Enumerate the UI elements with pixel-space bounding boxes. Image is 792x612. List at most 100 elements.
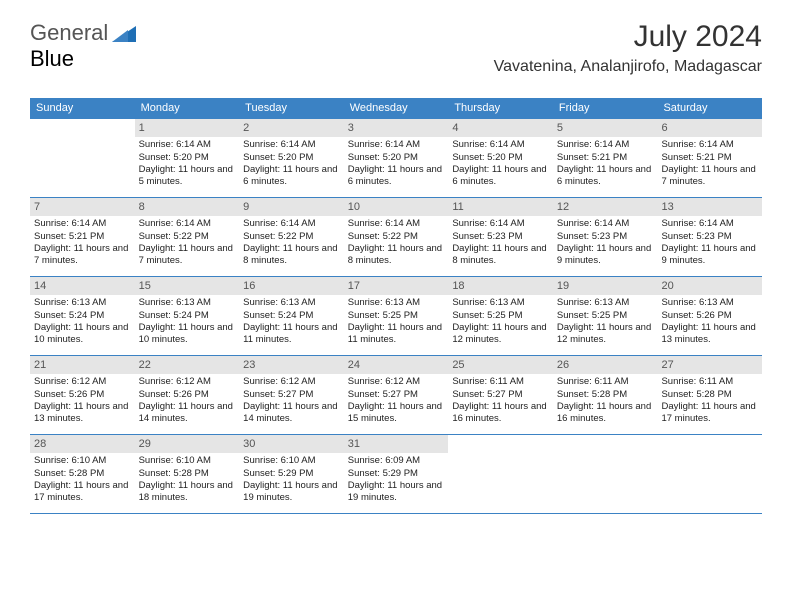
day-cell: 17Sunrise: 6:13 AMSunset: 5:25 PMDayligh… xyxy=(344,277,449,355)
daylight-line: Daylight: 11 hours and 7 minutes. xyxy=(34,243,131,268)
daylight-line: Daylight: 11 hours and 6 minutes. xyxy=(243,164,340,189)
day-of-week-header: SundayMondayTuesdayWednesdayThursdayFrid… xyxy=(30,98,762,118)
day-number: 29 xyxy=(135,435,240,453)
sunset-line: Sunset: 5:21 PM xyxy=(34,231,131,243)
day-cell: 23Sunrise: 6:12 AMSunset: 5:27 PMDayligh… xyxy=(239,356,344,434)
daylight-line: Daylight: 11 hours and 17 minutes. xyxy=(661,401,758,426)
day-number: 11 xyxy=(448,198,553,216)
calendar: SundayMondayTuesdayWednesdayThursdayFrid… xyxy=(30,98,762,514)
daylight-line: Daylight: 11 hours and 19 minutes. xyxy=(348,480,445,505)
day-number: 8 xyxy=(135,198,240,216)
week-row: 14Sunrise: 6:13 AMSunset: 5:24 PMDayligh… xyxy=(30,276,762,355)
day-cell: 27Sunrise: 6:11 AMSunset: 5:28 PMDayligh… xyxy=(657,356,762,434)
week-row: 21Sunrise: 6:12 AMSunset: 5:26 PMDayligh… xyxy=(30,355,762,434)
day-cell: 4Sunrise: 6:14 AMSunset: 5:20 PMDaylight… xyxy=(448,119,553,197)
daylight-line: Daylight: 11 hours and 16 minutes. xyxy=(557,401,654,426)
daylight-line: Daylight: 11 hours and 8 minutes. xyxy=(243,243,340,268)
sunset-line: Sunset: 5:20 PM xyxy=(139,152,236,164)
day-cell: 6Sunrise: 6:14 AMSunset: 5:21 PMDaylight… xyxy=(657,119,762,197)
sunset-line: Sunset: 5:24 PM xyxy=(34,310,131,322)
daylight-line: Daylight: 11 hours and 10 minutes. xyxy=(34,322,131,347)
day-cell: 11Sunrise: 6:14 AMSunset: 5:23 PMDayligh… xyxy=(448,198,553,276)
dow-cell: Monday xyxy=(135,98,240,118)
day-number: 26 xyxy=(553,356,658,374)
day-cell: 19Sunrise: 6:13 AMSunset: 5:25 PMDayligh… xyxy=(553,277,658,355)
day-cell: 8Sunrise: 6:14 AMSunset: 5:22 PMDaylight… xyxy=(135,198,240,276)
daylight-line: Daylight: 11 hours and 7 minutes. xyxy=(661,164,758,189)
daylight-line: Daylight: 11 hours and 8 minutes. xyxy=(348,243,445,268)
sunrise-line: Sunrise: 6:12 AM xyxy=(139,376,236,388)
location: Vavatenina, Analanjirofo, Madagascar xyxy=(494,58,762,76)
sunset-line: Sunset: 5:21 PM xyxy=(557,152,654,164)
sunrise-line: Sunrise: 6:11 AM xyxy=(452,376,549,388)
daylight-line: Daylight: 11 hours and 12 minutes. xyxy=(452,322,549,347)
day-number: 2 xyxy=(239,119,344,137)
day-number: 16 xyxy=(239,277,344,295)
daylight-line: Daylight: 11 hours and 7 minutes. xyxy=(139,243,236,268)
sunrise-line: Sunrise: 6:12 AM xyxy=(243,376,340,388)
sunrise-line: Sunrise: 6:12 AM xyxy=(348,376,445,388)
sunrise-line: Sunrise: 6:14 AM xyxy=(243,218,340,230)
sunset-line: Sunset: 5:20 PM xyxy=(243,152,340,164)
day-cell: 15Sunrise: 6:13 AMSunset: 5:24 PMDayligh… xyxy=(135,277,240,355)
dow-cell: Sunday xyxy=(30,98,135,118)
day-cell: 10Sunrise: 6:14 AMSunset: 5:22 PMDayligh… xyxy=(344,198,449,276)
day-number: 14 xyxy=(30,277,135,295)
sunset-line: Sunset: 5:27 PM xyxy=(348,389,445,401)
logo-word-2: Blue xyxy=(30,46,74,71)
daylight-line: Daylight: 11 hours and 13 minutes. xyxy=(34,401,131,426)
day-number: 21 xyxy=(30,356,135,374)
sunset-line: Sunset: 5:23 PM xyxy=(452,231,549,243)
logo-word-2-wrap: Blue xyxy=(30,46,74,72)
week-row: 7Sunrise: 6:14 AMSunset: 5:21 PMDaylight… xyxy=(30,197,762,276)
day-cell: 20Sunrise: 6:13 AMSunset: 5:26 PMDayligh… xyxy=(657,277,762,355)
sunrise-line: Sunrise: 6:14 AM xyxy=(661,139,758,151)
day-cell: 3Sunrise: 6:14 AMSunset: 5:20 PMDaylight… xyxy=(344,119,449,197)
daylight-line: Daylight: 11 hours and 5 minutes. xyxy=(139,164,236,189)
sunrise-line: Sunrise: 6:12 AM xyxy=(34,376,131,388)
sunset-line: Sunset: 5:22 PM xyxy=(348,231,445,243)
daylight-line: Daylight: 11 hours and 16 minutes. xyxy=(452,401,549,426)
day-number: 9 xyxy=(239,198,344,216)
sunset-line: Sunset: 5:27 PM xyxy=(243,389,340,401)
logo-word-1: General xyxy=(30,20,108,46)
sunrise-line: Sunrise: 6:13 AM xyxy=(452,297,549,309)
day-number: 27 xyxy=(657,356,762,374)
daylight-line: Daylight: 11 hours and 6 minutes. xyxy=(348,164,445,189)
day-cell xyxy=(30,119,135,197)
day-number: 30 xyxy=(239,435,344,453)
day-cell: 29Sunrise: 6:10 AMSunset: 5:28 PMDayligh… xyxy=(135,435,240,513)
day-cell: 7Sunrise: 6:14 AMSunset: 5:21 PMDaylight… xyxy=(30,198,135,276)
day-cell: 18Sunrise: 6:13 AMSunset: 5:25 PMDayligh… xyxy=(448,277,553,355)
title-block: July 2024 Vavatenina, Analanjirofo, Mada… xyxy=(494,20,762,76)
sunrise-line: Sunrise: 6:14 AM xyxy=(139,139,236,151)
sunset-line: Sunset: 5:24 PM xyxy=(139,310,236,322)
sunset-line: Sunset: 5:25 PM xyxy=(348,310,445,322)
day-cell: 9Sunrise: 6:14 AMSunset: 5:22 PMDaylight… xyxy=(239,198,344,276)
day-cell: 2Sunrise: 6:14 AMSunset: 5:20 PMDaylight… xyxy=(239,119,344,197)
sunset-line: Sunset: 5:23 PM xyxy=(557,231,654,243)
sunrise-line: Sunrise: 6:14 AM xyxy=(34,218,131,230)
sunrise-line: Sunrise: 6:10 AM xyxy=(34,455,131,467)
month-title: July 2024 xyxy=(494,20,762,54)
sunset-line: Sunset: 5:24 PM xyxy=(243,310,340,322)
day-cell: 14Sunrise: 6:13 AMSunset: 5:24 PMDayligh… xyxy=(30,277,135,355)
sunrise-line: Sunrise: 6:14 AM xyxy=(348,218,445,230)
daylight-line: Daylight: 11 hours and 14 minutes. xyxy=(139,401,236,426)
day-cell: 21Sunrise: 6:12 AMSunset: 5:26 PMDayligh… xyxy=(30,356,135,434)
dow-cell: Tuesday xyxy=(239,98,344,118)
day-number: 6 xyxy=(657,119,762,137)
day-number: 5 xyxy=(553,119,658,137)
sunrise-line: Sunrise: 6:13 AM xyxy=(348,297,445,309)
sunrise-line: Sunrise: 6:14 AM xyxy=(661,218,758,230)
day-number: 20 xyxy=(657,277,762,295)
sunrise-line: Sunrise: 6:10 AM xyxy=(139,455,236,467)
sunset-line: Sunset: 5:29 PM xyxy=(348,468,445,480)
day-cell: 22Sunrise: 6:12 AMSunset: 5:26 PMDayligh… xyxy=(135,356,240,434)
daylight-line: Daylight: 11 hours and 9 minutes. xyxy=(661,243,758,268)
weeks-container: 1Sunrise: 6:14 AMSunset: 5:20 PMDaylight… xyxy=(30,118,762,513)
day-number: 15 xyxy=(135,277,240,295)
day-cell xyxy=(657,435,762,513)
daylight-line: Daylight: 11 hours and 18 minutes. xyxy=(139,480,236,505)
day-number: 24 xyxy=(344,356,449,374)
